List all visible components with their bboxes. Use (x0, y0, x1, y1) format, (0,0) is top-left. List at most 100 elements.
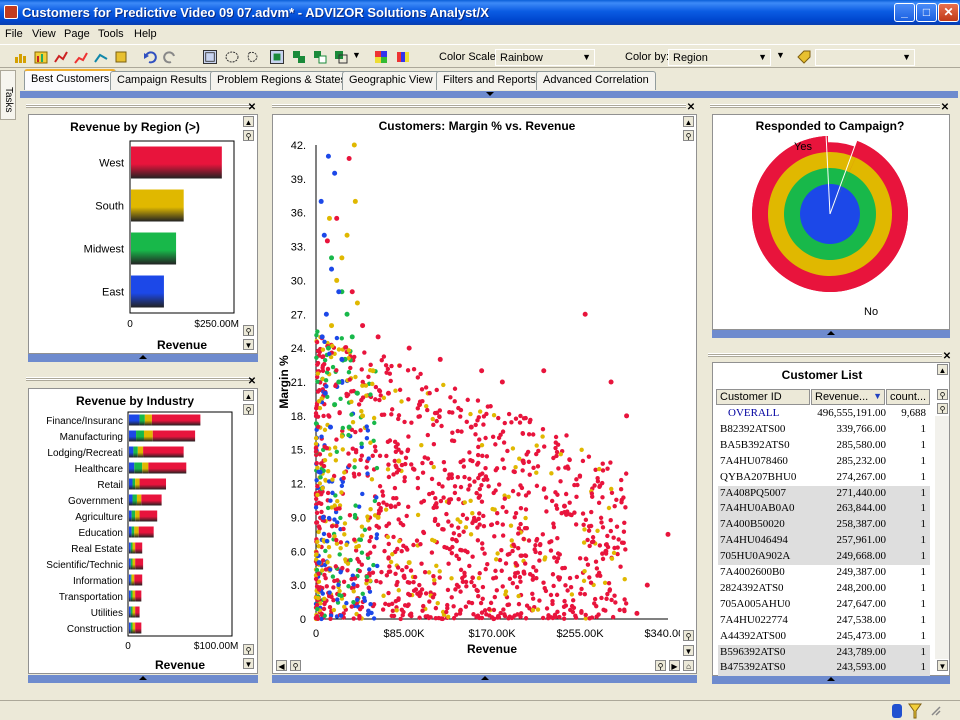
tab-divider[interactable] (20, 91, 958, 98)
scatter-point-west[interactable] (360, 323, 366, 329)
industry-bar-segment[interactable] (136, 430, 144, 442)
panel-grip[interactable] (710, 104, 940, 108)
scroll-down-icon[interactable]: ▼ (683, 645, 694, 656)
scatter-point-west[interactable] (603, 548, 609, 554)
table-row[interactable]: 7A408PQ5007 271,440.00 1 (718, 485, 930, 502)
region-bar-chart[interactable]: West South Midwest East 0 $250.00M (30, 135, 242, 335)
pencil-icon[interactable] (74, 50, 88, 64)
industry-bar-segment[interactable] (135, 510, 140, 522)
table-row[interactable]: B475392ATS0 243,593.00 1 (718, 660, 930, 677)
region-bar-east[interactable] (131, 275, 164, 308)
industry-bar-segment[interactable] (132, 494, 137, 506)
menu-page[interactable]: Page (64, 28, 90, 40)
scrollbar-track[interactable] (935, 416, 949, 659)
industry-chart-title[interactable]: Revenue by Industry (75, 394, 195, 408)
color-scale-select[interactable]: Rainbow ▼ (495, 49, 595, 66)
scatter-point-west[interactable] (665, 531, 671, 537)
subtract-selection-icon[interactable] (313, 50, 327, 64)
table-row[interactable]: 7A4HU022774 247,538.00 1 (718, 613, 930, 629)
scatter-point-west[interactable] (417, 402, 423, 408)
zoom-icon[interactable]: ⚲ (243, 325, 254, 336)
menu-file[interactable]: File (5, 28, 23, 40)
scatter-plot[interactable]: 42. 39. 36. 33. 30. 27. 24. 21. 18. 15. 12. 9.0 6.0 3… (274, 135, 680, 660)
scatter-point-west[interactable] (406, 345, 412, 351)
scatter-point-south[interactable] (339, 255, 345, 261)
industry-bar-segment[interactable] (141, 494, 162, 506)
close-icon[interactable]: ✕ (940, 102, 950, 113)
region-bar-south[interactable] (131, 189, 184, 222)
scatter-point-east[interactable] (318, 198, 324, 204)
reset-zoom-icon[interactable]: ⌂ (683, 660, 694, 671)
industry-bar-segment[interactable] (130, 542, 133, 554)
industry-bar-segment[interactable] (144, 414, 152, 426)
industry-bar-segment[interactable] (130, 558, 133, 570)
table-row[interactable]: 7A4HU078460 285,232.00 1 (718, 454, 930, 470)
table-row[interactable]: QYBA207BHU0 274,267.00 1 (718, 470, 930, 486)
scatter-point-west[interactable] (324, 238, 330, 244)
scatter-point-east[interactable] (332, 170, 338, 176)
column-header-revenue[interactable]: Revenue... ▼ (811, 389, 885, 405)
industry-bar-segment[interactable] (135, 622, 142, 634)
table-row[interactable]: B82392ATS00 339,766.00 1 (718, 422, 930, 438)
industry-bar-segment[interactable] (129, 494, 133, 506)
scatter-point-east[interactable] (325, 153, 331, 159)
industry-bar-segment[interactable] (131, 574, 135, 586)
industry-bar-segment[interactable] (129, 414, 140, 426)
industry-bar-segment[interactable] (130, 590, 133, 602)
industry-bar-segment[interactable] (135, 590, 142, 602)
scatter-point-west[interactable] (385, 390, 391, 396)
industry-bar-segment[interactable] (130, 622, 133, 634)
scatter-point-west[interactable] (479, 368, 485, 374)
zoom-icon[interactable]: ⚲ (243, 644, 254, 655)
scatter-point-east[interactable] (336, 289, 342, 295)
industry-bar-segment[interactable] (129, 462, 135, 474)
scatter-chart-title[interactable]: Customers: Margin % vs. Revenue (378, 119, 576, 133)
tab-campaign-results[interactable]: Campaign Results (110, 71, 214, 90)
menu-help[interactable]: Help (134, 28, 157, 40)
industry-bar-segment[interactable] (129, 590, 131, 602)
menu-tools[interactable]: Tools (98, 28, 124, 40)
industry-bar-segment[interactable] (133, 446, 138, 458)
close-button[interactable]: ✕ (938, 3, 959, 22)
table-row[interactable]: 2824392ATS0 248,200.00 1 (718, 581, 930, 597)
scatter-point-midwest[interactable] (354, 390, 360, 396)
region-bar-west[interactable] (131, 146, 222, 179)
industry-bar-segment[interactable] (129, 430, 137, 442)
scatter-point-east[interactable] (339, 356, 345, 362)
scroll-up-icon[interactable]: ▲ (243, 116, 254, 127)
scatter-point-west[interactable] (608, 379, 614, 385)
industry-bar-segment[interactable] (131, 510, 136, 522)
table-row[interactable]: 7A4HU046494 257,961.00 1 (718, 533, 930, 550)
scatter-point-south[interactable] (406, 560, 412, 566)
tasks-strip[interactable]: Tasks (0, 70, 16, 120)
scatter-point-south[interactable] (344, 232, 350, 238)
scatter-point-east[interactable] (321, 232, 327, 238)
scatter-point-east[interactable] (320, 514, 326, 520)
table-row[interactable]: BA5B392ATS0 285,580.00 1 (718, 438, 930, 454)
scroll-up-icon[interactable]: ▲ (683, 116, 694, 127)
scroll-down-icon[interactable]: ▼ (937, 660, 948, 671)
scatter-point-midwest[interactable] (325, 345, 331, 351)
scatter-point-east[interactable] (327, 424, 333, 430)
industry-bar-segment[interactable] (130, 574, 132, 586)
scatter-point-west[interactable] (624, 413, 630, 419)
industry-bar-segment[interactable] (129, 446, 134, 458)
industry-bar-segment[interactable] (129, 574, 131, 586)
trend-icon[interactable] (94, 50, 108, 64)
scatter-point-midwest[interactable] (336, 379, 342, 385)
ellipse-select-icon[interactable] (225, 50, 239, 64)
zoom-icon[interactable]: ⚲ (937, 389, 948, 400)
scatter-point-south[interactable] (360, 413, 366, 419)
scroll-right-icon[interactable]: ▶ (669, 660, 680, 671)
table-row[interactable]: 705HU0A902A 249,668.00 1 (718, 549, 930, 566)
industry-bar-segment[interactable] (139, 478, 167, 490)
scatter-point-south[interactable] (370, 368, 376, 374)
panel-grip[interactable] (26, 104, 252, 108)
scatter-point-west[interactable] (541, 368, 547, 374)
scatter-point-south[interactable] (334, 277, 340, 283)
scroll-left-icon[interactable]: ◀ (276, 660, 287, 671)
scatter-point-west[interactable] (437, 356, 443, 362)
panel-collapse-bar[interactable] (712, 330, 950, 338)
intersect-selection-icon[interactable] (334, 50, 348, 64)
close-icon[interactable]: ✕ (247, 102, 257, 113)
